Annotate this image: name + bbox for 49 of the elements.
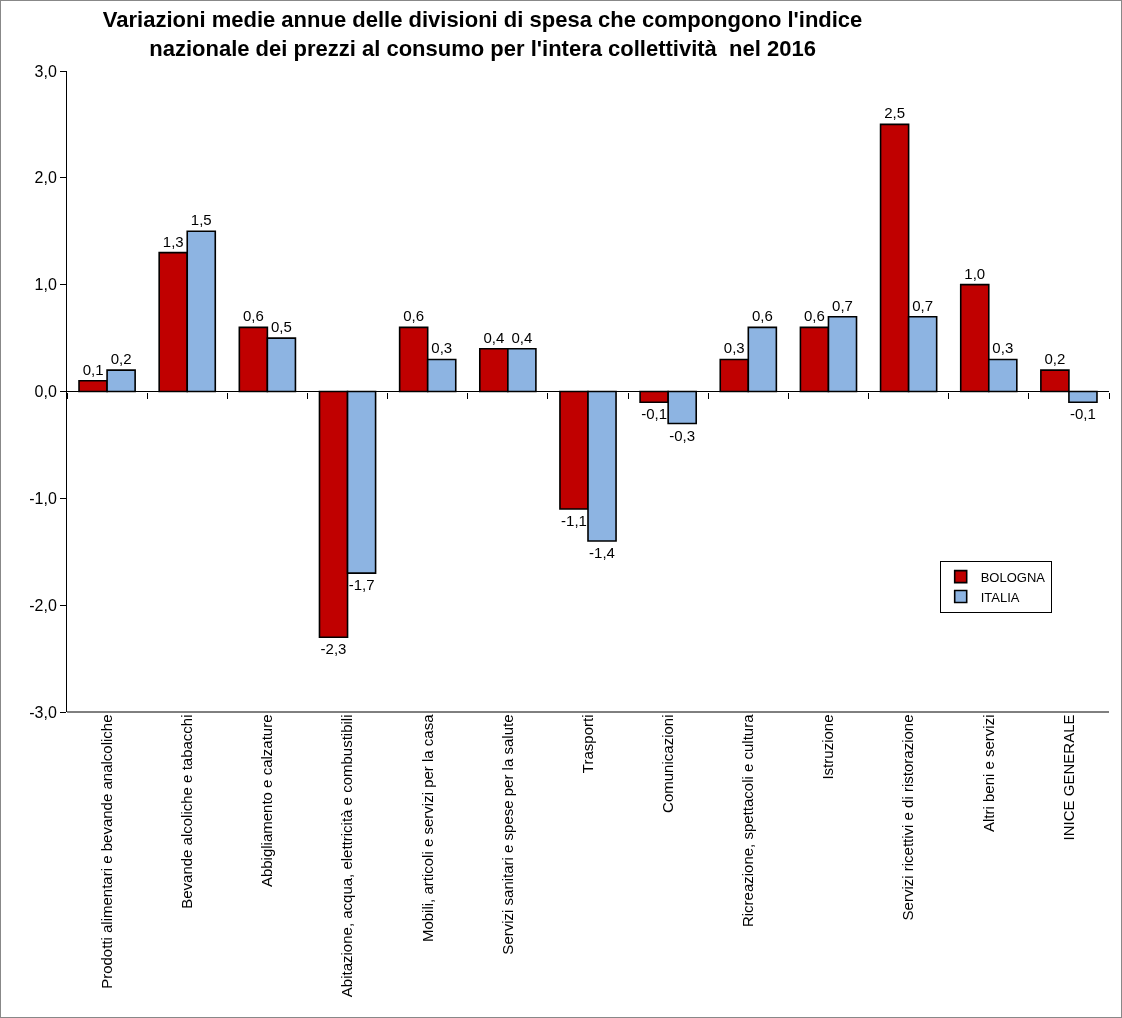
data-label: 0,1 <box>82 360 104 378</box>
x-tick-label: Servizi sanitari e spese per la salute <box>498 714 516 955</box>
chart-title: Variazioni medie annue delle divisioni di spesa che compongono l'indice nazionale dei prezzi al consumo per l'intera collettività nel 2016 <box>102 7 863 62</box>
data-label: 0,7 <box>832 296 853 314</box>
data-label: 0,4 <box>511 328 533 346</box>
data-label: 1,3 <box>162 232 184 250</box>
y-tick-label: -3,0 <box>29 703 57 721</box>
data-label: 0,7 <box>912 296 934 314</box>
data-label: 0,6 <box>403 307 425 325</box>
x-tick-label: Bevande alcoliche e tabacchi <box>178 714 196 909</box>
x-tick-label: Trasporti <box>578 714 596 774</box>
legend-label: ITALIA <box>980 589 1020 605</box>
data-label: 1,5 <box>190 211 212 229</box>
data-label: 0,2 <box>1044 350 1066 368</box>
x-tick-label: Servizi ricettivi e di ristorazione <box>899 714 917 921</box>
y-tick-label: -2,0 <box>29 596 57 614</box>
data-label: 2,5 <box>884 104 906 122</box>
data-label: 0,4 <box>483 328 505 346</box>
x-tick-label: Abbigliamento e calzature <box>258 714 276 888</box>
data-label: 0,6 <box>804 307 825 325</box>
x-tick-label: Abitazione, acqua, elettricità e combustibili <box>338 714 356 998</box>
x-tick-label: Ricreazione, spettacoli e cultura <box>739 713 757 928</box>
data-label: -0,1 <box>641 405 668 423</box>
data-label: 0,6 <box>242 307 264 325</box>
data-label: -0,1 <box>1070 405 1096 423</box>
y-tick-label: 2,0 <box>34 169 57 187</box>
data-label: -1,7 <box>348 576 375 594</box>
data-label: 0,6 <box>751 307 773 325</box>
legend-label: BOLOGNA <box>980 569 1046 585</box>
data-label: 0,3 <box>723 339 745 357</box>
x-tick-label: Prodotti alimentari e bevande analcoliche <box>97 714 115 989</box>
data-label: -1,1 <box>561 512 587 530</box>
x-tick-label: Altri beni e servizi <box>979 714 997 833</box>
y-tick-label: 0,0 <box>34 383 57 401</box>
x-tick-label: Mobili, articoli e servizi per la casa <box>418 713 436 943</box>
data-label: 0,2 <box>110 350 132 368</box>
x-tick-label: Istruzione <box>819 714 837 780</box>
x-tick-label: Comunicazioni <box>659 714 677 813</box>
data-label: 0,5 <box>270 318 292 336</box>
data-label: -0,3 <box>669 426 696 444</box>
y-tick-label: 1,0 <box>34 276 57 294</box>
data-label: -2,3 <box>320 640 347 658</box>
data-label: 1,0 <box>964 264 986 282</box>
y-tick-label: -1,0 <box>29 489 57 507</box>
x-tick-label: INICE GENERALE <box>1059 714 1077 841</box>
y-tick-label: 3,0 <box>34 62 57 80</box>
data-label: -1,4 <box>589 544 615 562</box>
data-label: 0,3 <box>431 339 453 357</box>
data-label: 0,3 <box>992 339 1014 357</box>
